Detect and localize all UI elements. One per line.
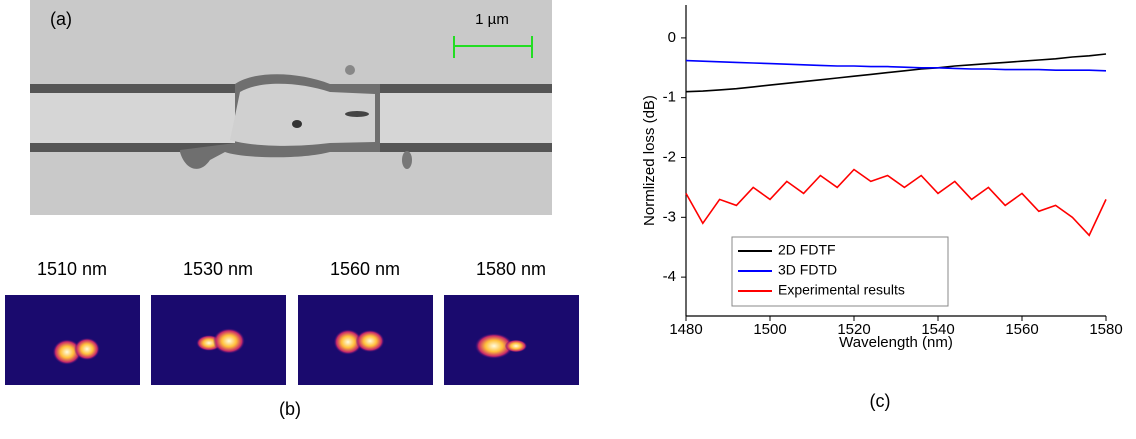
y-tick-label: -3 [663,208,676,225]
sem-image: (a) 1 µm [30,0,552,215]
x-tick-label: 1540 [921,321,954,338]
plot: 0 -1 -2 -3 -4 1480 1500 1520 1540 1560 1580 Wavelen… [641,5,1123,351]
wavelength-label: 1560 nm [330,259,400,279]
legend-label: 3D FDTD [778,262,837,278]
wavelength-label: 1510 nm [37,259,107,279]
mode-spot [355,329,385,353]
legend-label: Experimental results [778,282,905,298]
mode-spot [504,339,528,353]
x-tick-label: 1480 [669,321,702,338]
mode-images: 1510 nm 1530 nm 1560 nm 1580 nm [5,259,579,385]
x-tick-label: 1560 [1005,321,1038,338]
mode-spot [52,339,82,365]
series-line [685,168,1107,237]
x-tick-label: 1580 [1089,321,1122,338]
x-tick-label: 1500 [753,321,786,338]
mode-spot [74,337,100,361]
panel-label: (b) [279,399,301,419]
legend-label: 2D FDTF [778,242,836,258]
scale-bar-label: 1 µm [475,11,509,28]
panel-label: (a) [50,9,72,29]
wavelength-label: 1530 nm [183,259,253,279]
mode-image [444,295,579,385]
y-tick-label: -1 [663,89,676,106]
mode-spot [333,329,363,355]
series-line [685,53,1107,93]
mode-spot [474,333,514,359]
x-tick-label: 1520 [837,321,870,338]
mode-image [5,295,140,385]
series-line [685,59,1107,72]
mode-spot [213,328,245,354]
panel-label: (c) [870,391,891,411]
x-axis-label: Wavelength (nm) [839,334,953,351]
y-tick-label: 0 [668,29,676,46]
y-tick-label: -4 [663,268,676,285]
y-axis-label: Normlized loss (dB) [641,95,658,226]
wavelength-label: 1580 nm [476,259,546,279]
y-tick-label: -2 [663,148,676,165]
